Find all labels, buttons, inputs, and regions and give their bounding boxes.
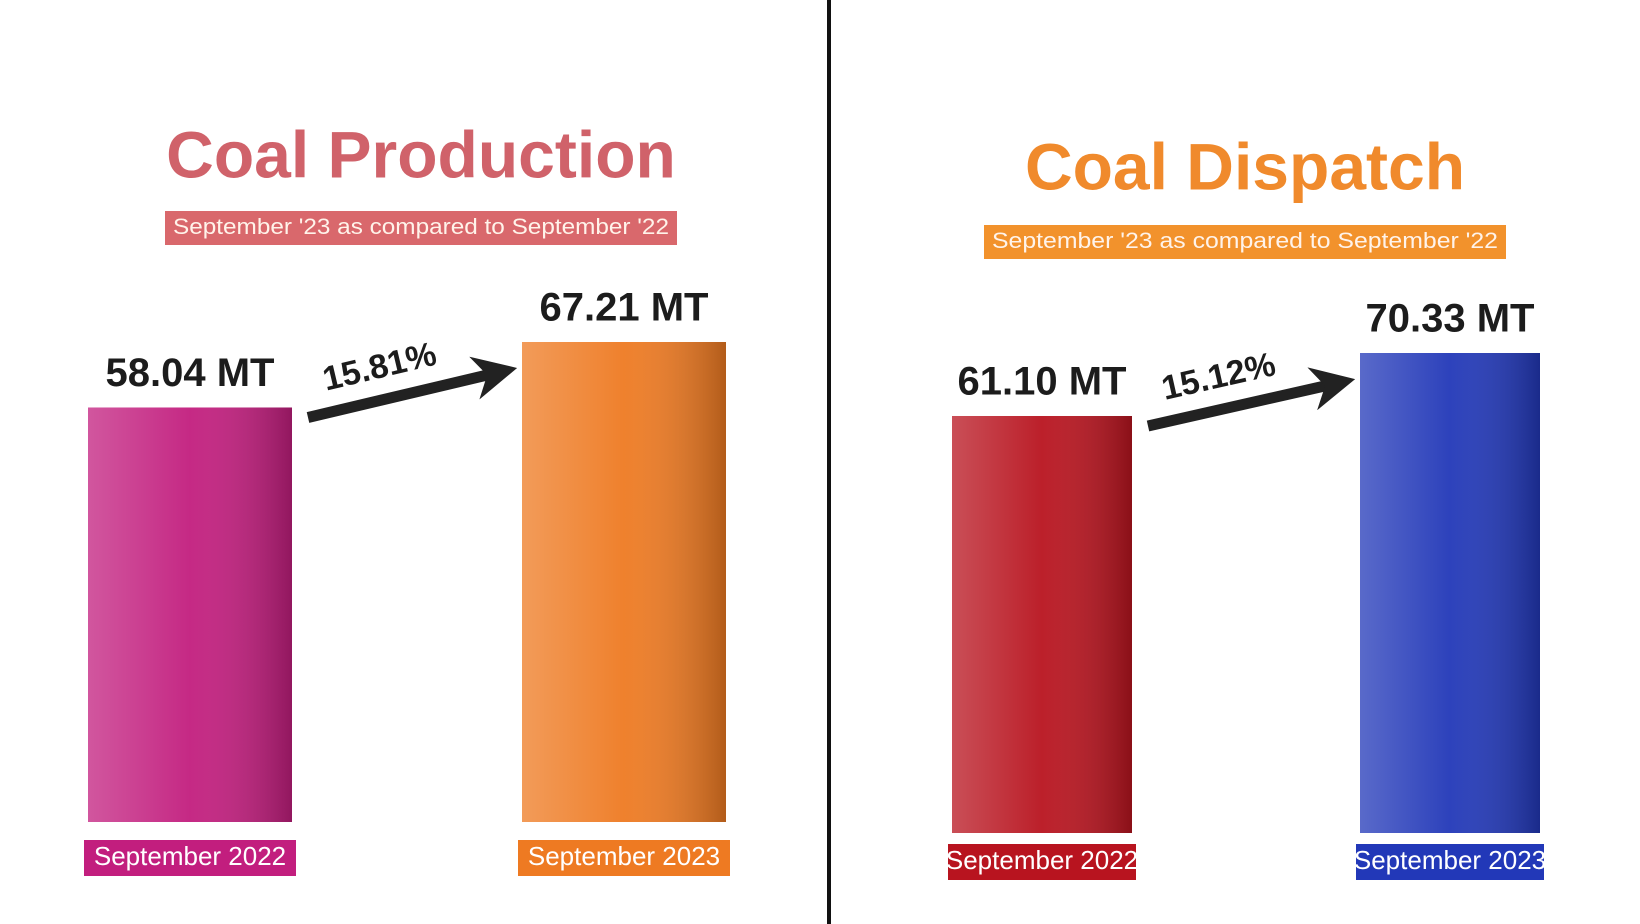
category-box [948,844,1136,880]
subtitle-box [984,225,1506,259]
value-label: 70.33 MT [1366,297,1535,341]
arrow [1146,367,1356,432]
chart-subtitle: September '23 as compared to September '… [173,214,669,239]
category-box [84,840,296,876]
value-label: 61.10 MT [958,360,1127,404]
bar-shade [1360,353,1540,833]
chart-subtitle: September '23 as compared to September '… [992,228,1498,253]
category-label: September 2022 [946,845,1138,875]
subtitle-box [165,211,677,245]
chart-title: Coal Dispatch [1025,129,1465,203]
category-box [518,840,730,876]
category-box [1356,844,1544,880]
category-label: September 2023 [528,841,720,871]
category-label: September 2022 [94,841,286,871]
value-label: 67.21 MT [540,286,709,330]
category-label: September 2023 [1354,845,1546,875]
arrow [306,356,518,423]
bar-shade [952,415,1132,833]
bar-shade [522,342,726,822]
bar-shade [88,407,292,822]
chart-title: Coal Production [166,117,676,191]
value-label: 58.04 MT [106,351,275,395]
